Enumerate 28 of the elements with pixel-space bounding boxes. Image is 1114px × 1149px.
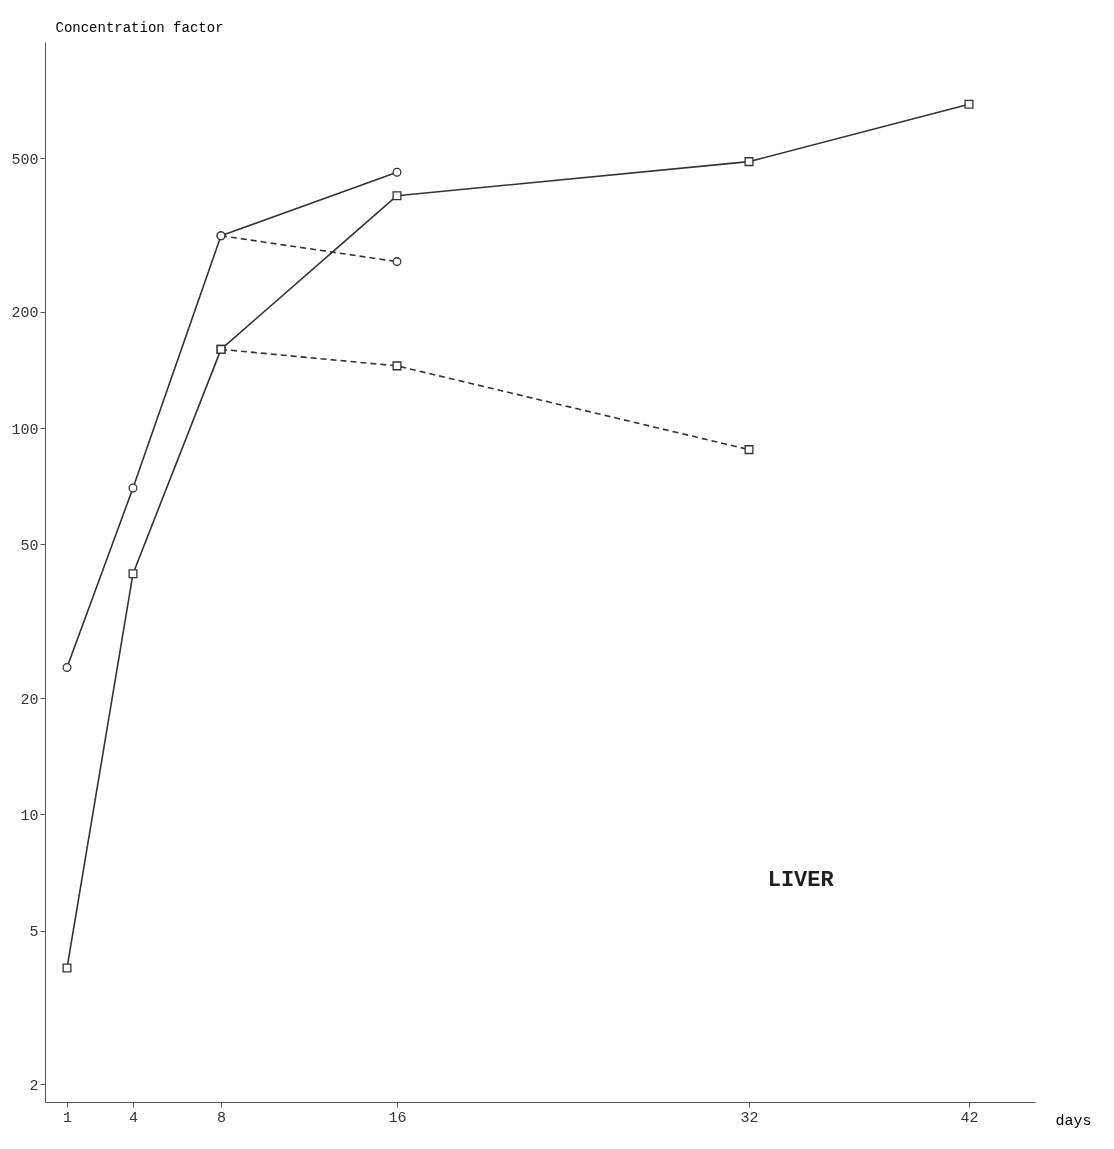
x-tick-label: 4 [128,1109,139,1127]
point [744,445,754,455]
point [392,191,402,201]
y-axis-title: Concentration factor [55,19,224,36]
x-axis-title: days [1055,1112,1092,1130]
y-tick-label: 100 [11,421,39,439]
y-tick-label: 50 [20,537,39,555]
x-tick-label: 8 [216,1109,227,1127]
y-tick-label: 200 [11,305,39,323]
y-tick-label: 20 [20,691,39,709]
y-tick-label: 2 [29,1077,39,1095]
point [744,157,754,167]
y-tick-label: 5 [29,924,39,942]
point [62,663,72,673]
annotation: LIVER [767,868,835,894]
y-tick-label: 500 [11,151,39,169]
point [392,361,402,371]
x-tick-label: 32 [740,1109,759,1127]
x-tick-label: 16 [388,1109,407,1127]
point [62,963,72,973]
x-tick-label: 1 [62,1109,73,1127]
point [128,483,138,493]
point [392,167,402,177]
point [128,569,138,579]
y-tick-label: 10 [20,807,39,825]
point [392,257,402,267]
point [964,99,974,109]
x-tick-label: 42 [960,1109,979,1127]
